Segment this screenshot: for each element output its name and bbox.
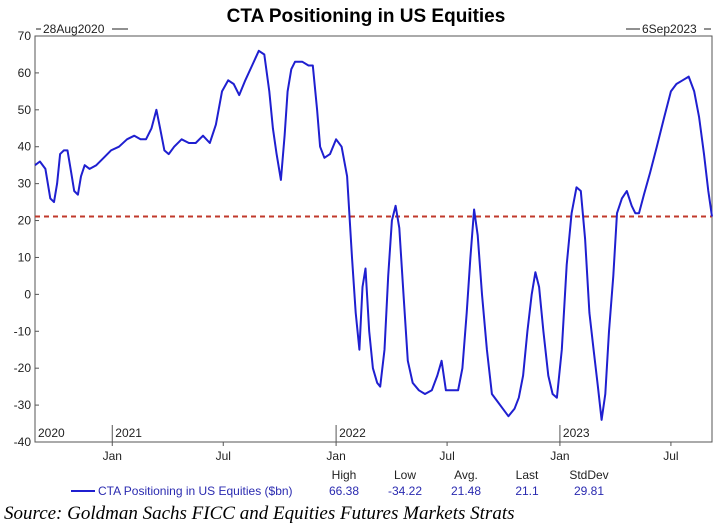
y-tick-label: -30 (14, 398, 32, 412)
y-tick-label: 50 (18, 103, 32, 117)
y-tick-label: 0 (24, 287, 31, 301)
plot-area (34, 35, 713, 443)
stat-header-avg: Avg. (454, 468, 478, 482)
start-date-marker: 28Aug2020 (36, 22, 128, 36)
stat-value-high: 66.38 (329, 484, 359, 498)
stat-header-high: High (332, 468, 357, 482)
y-tick-label: 60 (18, 66, 32, 80)
start-date-label: 28Aug2020 (43, 22, 105, 36)
y-tick-label: 30 (18, 177, 32, 191)
end-date-marker: 6Sep2023 (626, 22, 711, 36)
month-label: Jan (103, 449, 122, 463)
stat-header-low: Low (394, 468, 416, 482)
month-label: Jan (326, 449, 345, 463)
y-tick-label: -40 (14, 435, 32, 449)
month-label: Jul (663, 449, 678, 463)
month-label: Jul (216, 449, 231, 463)
y-axis: 70 60 50 40 30 20 10 0 -10 -20 -30 -40 (14, 29, 39, 449)
stat-value-avg: 21.48 (451, 484, 481, 498)
stat-value-low: -34.22 (388, 484, 422, 498)
y-tick-label: -20 (14, 361, 32, 375)
stat-header-stddev: StdDev (569, 468, 608, 482)
month-label: Jul (439, 449, 454, 463)
source-note: Source: Goldman Sachs FICC and Equities … (4, 503, 515, 524)
y-tick-label: 10 (18, 250, 32, 264)
stat-value-last: 21.1 (515, 484, 539, 498)
y-tick-label: -10 (14, 324, 32, 338)
year-label: 2020 (38, 426, 65, 440)
x-axis: 2020 2021 2022 2023 Jan Jul Jan Jul Jan Jul (38, 425, 679, 463)
year-label: 2022 (339, 426, 366, 440)
stat-header-last: Last (516, 468, 539, 482)
series-line (34, 49, 713, 421)
chart-title: CTA Positioning in US Equities (227, 6, 506, 27)
end-date-label: 6Sep2023 (642, 22, 697, 36)
month-label: Jan (550, 449, 569, 463)
stats-table: High Low Avg. Last StdDev CTA Positionin… (71, 468, 609, 498)
y-tick-label: 40 (18, 140, 32, 154)
legend-label: CTA Positioning in US Equities ($bn) (98, 484, 293, 498)
stat-value-stddev: 29.81 (574, 484, 604, 498)
y-tick-label: 70 (18, 29, 32, 43)
y-tick-label: 20 (18, 214, 32, 228)
year-label: 2023 (563, 426, 590, 440)
year-label: 2021 (115, 426, 142, 440)
